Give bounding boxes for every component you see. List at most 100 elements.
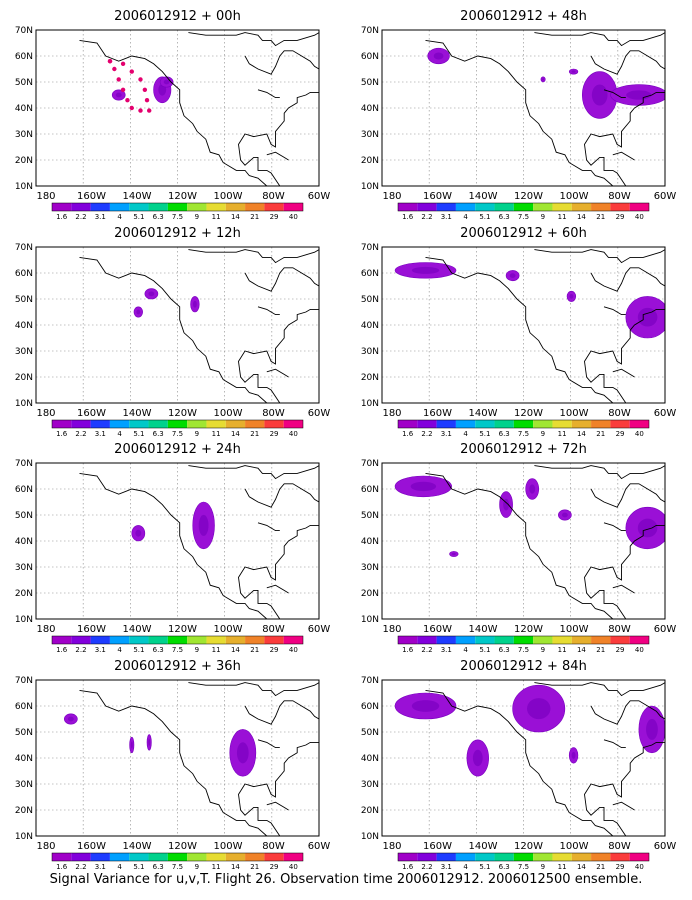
lat-label: 30N: [361, 347, 379, 357]
colorbar-label: 7.5: [518, 863, 529, 871]
lat-label: 50N: [15, 295, 33, 305]
colorbar-swatch: [187, 853, 207, 861]
colorbar-swatch: [571, 420, 592, 428]
colorbar-label: 1.6: [56, 213, 68, 221]
coastline: [244, 50, 319, 75]
colorbar-label: 6.3: [499, 430, 510, 438]
lon-label: 180: [36, 191, 55, 202]
colorbar-swatch: [245, 853, 265, 861]
lat-label: 60N: [15, 269, 33, 279]
island-outline: [612, 801, 635, 811]
coastline: [257, 306, 280, 316]
colorbar-label: 9: [195, 646, 199, 654]
colorbar-label: 2.2: [421, 646, 432, 654]
lon-label: 100W: [214, 841, 243, 852]
lon-label: 100W: [214, 408, 243, 419]
flight-track-point: [129, 105, 134, 111]
colorbar-label: 4: [463, 646, 468, 654]
coastline: [79, 39, 319, 186]
map-panel: 2006012912 + 36h 70N 60N 50N 40N 30N 20N 10N180…: [15, 659, 331, 871]
colorbar-swatch: [283, 853, 303, 861]
signal-core: [136, 309, 141, 315]
colorbar-swatch: [552, 636, 572, 644]
colorbar-swatch: [629, 420, 649, 428]
colorbar-swatch: [494, 853, 514, 861]
colorbar-swatch: [629, 203, 649, 211]
map-frame: [381, 679, 666, 837]
colorbar-label: 11: [212, 863, 221, 871]
island-outline: [266, 584, 289, 594]
coastline: [425, 39, 665, 186]
coastline: [590, 267, 665, 292]
colorbar-label: 40: [635, 863, 644, 871]
lat-label: 50N: [361, 78, 379, 88]
panel-title: 2006012912 + 00h: [114, 9, 241, 24]
panel-title: 2006012912 + 84h: [460, 659, 587, 674]
colorbar-label: 40: [289, 430, 298, 438]
flight-track-point: [142, 87, 148, 93]
coastline: [603, 306, 626, 316]
colorbar-swatch: [264, 636, 284, 644]
signal-core: [411, 700, 440, 712]
coastline: [257, 89, 280, 99]
panel-title: 2006012912 + 24h: [114, 442, 241, 457]
lat-label: 10N: [15, 399, 33, 409]
colorbar-label: 1.6: [56, 430, 68, 438]
colorbar-label: 4: [117, 213, 122, 221]
lat-label: 20N: [361, 156, 379, 166]
colorbar-label: 3.1: [441, 430, 452, 438]
colorbar-swatch: [475, 420, 495, 428]
colorbar-swatch: [417, 853, 437, 861]
colorbar-swatch: [455, 636, 476, 644]
coastline: [425, 472, 665, 619]
coastline: [590, 50, 665, 75]
lon-label: 80W: [262, 191, 285, 202]
colorbar-swatch: [187, 636, 207, 644]
lon-label: 60W: [654, 624, 677, 635]
colorbar-swatch: [148, 203, 168, 211]
colorbar-frame: [397, 202, 650, 212]
colorbar-swatch: [629, 853, 649, 861]
lon-label: 120W: [168, 191, 197, 202]
map-frame: [35, 679, 320, 837]
lon-label: 160W: [423, 841, 452, 852]
lat-label: 60N: [361, 485, 379, 495]
signal-core: [526, 698, 551, 720]
colorbar-label: 14: [231, 430, 240, 438]
lat-label: 60N: [15, 702, 33, 712]
flight-track-point: [144, 98, 150, 103]
colorbar-label: 29: [270, 863, 279, 871]
lon-label: 140W: [469, 408, 498, 419]
island-outline: [266, 801, 289, 811]
colorbar-label: 2.2: [421, 863, 432, 871]
colorbar-swatch: [283, 636, 303, 644]
colorbar-label: 14: [231, 646, 240, 654]
colorbar-swatch: [52, 636, 72, 644]
lat-label: 10N: [15, 615, 33, 625]
lat-label: 70N: [15, 676, 33, 686]
lon-label: 120W: [168, 408, 197, 419]
map-panel: 2006012912 + 48h 70N 60N 50N 40N 30N 20N 10N180…: [361, 9, 677, 221]
flight-track-point: [107, 59, 113, 64]
colorbar-frame: [397, 635, 650, 645]
colorbar-swatch: [245, 420, 265, 428]
lat-label: 30N: [15, 130, 33, 140]
colorbar-swatch: [610, 420, 630, 428]
panel-title: 2006012912 + 12h: [114, 226, 241, 241]
colorbar-swatch: [398, 853, 418, 861]
lon-label: 120W: [514, 841, 543, 852]
lat-label: 40N: [15, 104, 33, 114]
colorbar-swatch: [283, 203, 303, 211]
island-outline: [612, 151, 635, 161]
map-frame: [381, 246, 666, 404]
colorbar-swatch: [167, 203, 188, 211]
lat-label: 60N: [361, 52, 379, 62]
signal-core: [637, 518, 658, 538]
lat-label: 20N: [361, 373, 379, 383]
coastline: [244, 700, 319, 725]
colorbar-frame: [397, 419, 650, 429]
signal-core: [472, 749, 483, 767]
colorbar-label: 6.3: [499, 646, 510, 654]
colorbar-label: 29: [616, 646, 625, 654]
signal-core: [433, 52, 444, 60]
